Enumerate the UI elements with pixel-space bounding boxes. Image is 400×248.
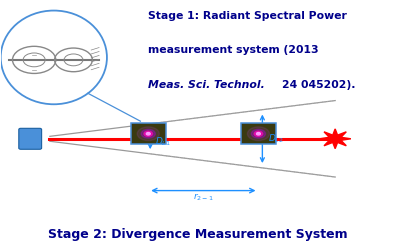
Text: Meas. Sci. Technol.: Meas. Sci. Technol. bbox=[148, 80, 269, 90]
Circle shape bbox=[248, 127, 270, 141]
Text: $D_{L2}$: $D_{L2}$ bbox=[268, 132, 284, 145]
Text: $D_{L1}$: $D_{L1}$ bbox=[155, 135, 171, 148]
Circle shape bbox=[146, 132, 150, 135]
Polygon shape bbox=[320, 129, 351, 149]
Text: Stage 1: Radiant Spectral Power: Stage 1: Radiant Spectral Power bbox=[148, 11, 347, 21]
Circle shape bbox=[256, 132, 260, 135]
Circle shape bbox=[251, 129, 266, 138]
FancyBboxPatch shape bbox=[241, 123, 276, 144]
Circle shape bbox=[137, 127, 159, 141]
FancyBboxPatch shape bbox=[131, 123, 166, 144]
Text: Stage 2: Divergence Measurement System: Stage 2: Divergence Measurement System bbox=[48, 228, 347, 241]
Text: measurement system (2013: measurement system (2013 bbox=[148, 45, 319, 55]
Text: $r_{2-1}$: $r_{2-1}$ bbox=[193, 192, 214, 203]
Circle shape bbox=[141, 129, 155, 138]
Circle shape bbox=[144, 131, 152, 136]
Text: 24 045202).: 24 045202). bbox=[282, 80, 356, 90]
FancyBboxPatch shape bbox=[19, 128, 42, 149]
Circle shape bbox=[254, 131, 263, 136]
